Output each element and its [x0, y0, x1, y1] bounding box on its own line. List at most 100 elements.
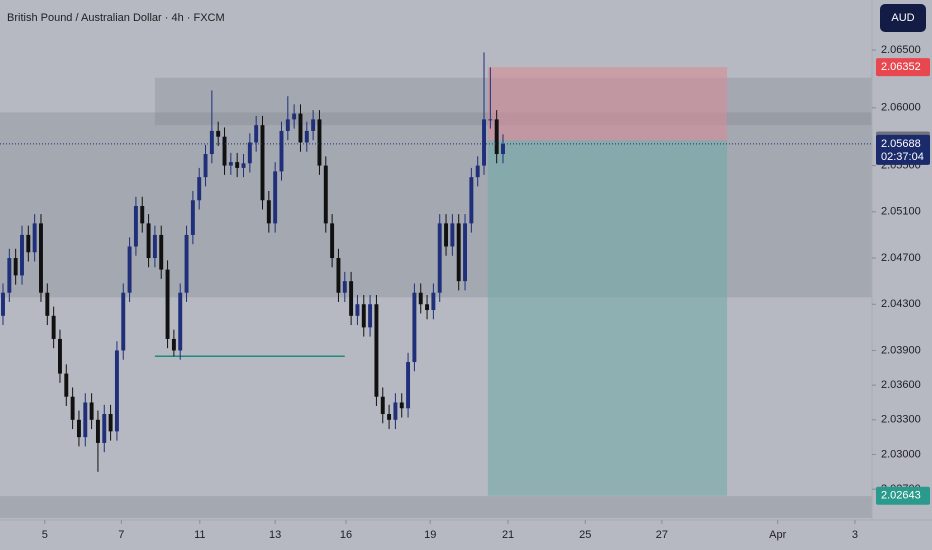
candle-body	[374, 304, 379, 397]
plot-area	[0, 52, 872, 519]
candle-body	[494, 119, 499, 155]
x-tick-label: 19	[424, 529, 436, 541]
candle-body	[273, 171, 278, 224]
candle-body	[76, 419, 81, 438]
candle-body	[235, 162, 240, 168]
candle-body	[380, 396, 385, 415]
countdown-label: 02:37:04	[881, 151, 924, 163]
candle-body	[311, 119, 316, 131]
y-tick-label: 2.06000	[881, 102, 921, 114]
candle-body	[102, 414, 107, 443]
candle-body	[463, 223, 467, 282]
candle-body	[203, 154, 208, 178]
x-tick-label: 16	[340, 529, 352, 541]
candle-body	[70, 396, 75, 420]
stop-tag-label: 2.06352	[881, 61, 921, 73]
candle-body	[95, 419, 100, 443]
candle-body	[159, 234, 164, 270]
currency-label[interactable]: AUD	[891, 12, 914, 24]
candle-body	[456, 223, 461, 282]
currency-button[interactable]	[880, 4, 926, 32]
candle-body	[108, 414, 113, 432]
candle-body	[241, 163, 246, 168]
candle-body	[89, 402, 94, 420]
y-tick-label: 2.03900	[881, 344, 921, 356]
candle-body	[20, 234, 24, 276]
x-tick-label: 7	[118, 529, 124, 541]
y-tick-label: 2.03000	[881, 448, 921, 460]
candle-body	[228, 162, 233, 166]
candle-body	[387, 414, 392, 420]
candle-body	[184, 234, 189, 293]
candle-body	[1, 292, 5, 316]
candle-body	[45, 292, 50, 316]
x-tick-label: 3	[852, 529, 858, 541]
candle-body	[330, 223, 335, 259]
candle-body	[39, 223, 43, 293]
zone	[0, 496, 872, 519]
candle-body	[418, 292, 423, 305]
candle-body	[32, 223, 37, 253]
y-tick-label: 2.03300	[881, 414, 921, 426]
candle-body	[146, 223, 151, 259]
candle-body	[165, 269, 170, 339]
x-tick-label: 25	[579, 529, 591, 541]
candle-body	[399, 402, 404, 409]
y-tick-label: 2.06500	[881, 44, 921, 56]
candle-body	[349, 281, 354, 316]
candle-body	[279, 130, 284, 172]
candle-body	[127, 246, 132, 293]
target-zone	[487, 140, 728, 496]
chart-title: British Pound / Australian Dollar · 4h ·…	[7, 12, 225, 24]
candle-body	[26, 234, 31, 253]
candle-body	[317, 119, 322, 166]
candle-body	[482, 119, 486, 166]
candle-body	[216, 130, 221, 137]
candle-body	[190, 200, 195, 235]
candle-body	[83, 402, 88, 438]
candle-body	[266, 200, 271, 224]
candle-body	[437, 223, 442, 293]
candle-body	[425, 304, 430, 311]
y-tick-label: 2.04700	[881, 252, 921, 264]
y-tick-label: 2.05100	[881, 206, 921, 218]
candle-body	[247, 142, 252, 164]
target-tag	[876, 486, 930, 505]
candle-body	[121, 292, 126, 351]
candle-body	[393, 402, 398, 420]
stop-tag	[876, 58, 930, 77]
candle-body	[58, 338, 62, 374]
candle-body	[355, 304, 360, 316]
candle-body	[114, 350, 119, 432]
candle-body	[209, 130, 214, 155]
candle-body	[292, 113, 297, 120]
candle-body	[368, 304, 373, 328]
candle-body	[488, 119, 493, 121]
candle-body	[178, 292, 183, 351]
candle-body	[406, 362, 411, 409]
candle-body	[64, 373, 69, 397]
candle-body	[222, 136, 227, 166]
x-tick-label: 27	[656, 529, 668, 541]
candle-body	[133, 206, 138, 247]
target-tag-label: 2.02643	[881, 490, 921, 502]
x-tick-label: 5	[42, 529, 48, 541]
candle-body	[475, 165, 480, 178]
last-price-tag	[876, 134, 930, 165]
candle-body	[298, 113, 303, 143]
candle-body	[412, 292, 417, 363]
candle-body	[336, 258, 341, 293]
candle-body	[51, 315, 56, 339]
candle-body	[361, 304, 366, 328]
candle-body	[304, 130, 309, 143]
x-tick-label: Apr	[769, 529, 786, 541]
x-tick-label: 13	[269, 529, 281, 541]
candle-body	[7, 258, 12, 293]
candle-body	[140, 206, 145, 224]
candle-body	[501, 143, 505, 155]
candle-body	[13, 258, 18, 276]
x-tick-label: 21	[502, 529, 514, 541]
axes: 2.065002.060002.055002.051002.047002.043…	[42, 44, 930, 541]
